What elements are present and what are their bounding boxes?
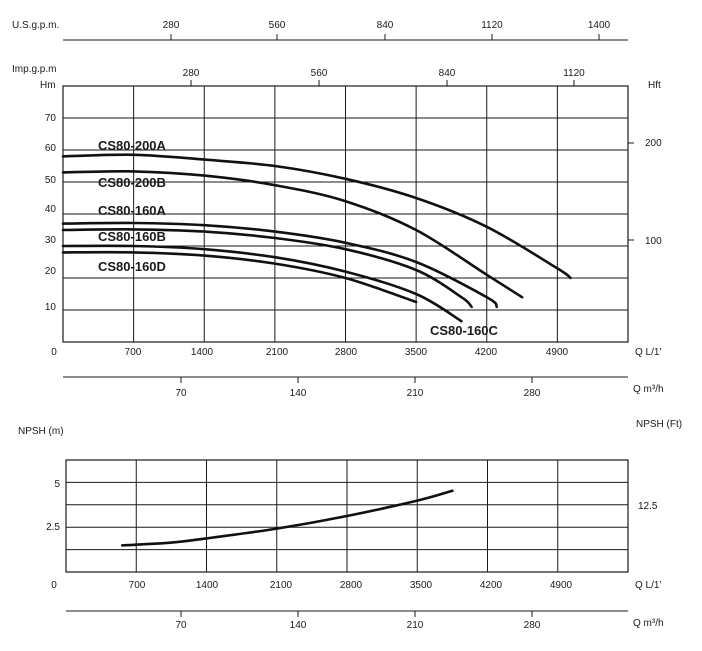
npsh-x-tick: 2800 (340, 580, 363, 591)
head-y-tick: 30 (45, 235, 57, 246)
series-label-cs80-160c: CS80-160C (430, 323, 499, 338)
series-line-cs80-200b (61, 169, 524, 299)
npsh-x-tick: 2100 (270, 580, 293, 591)
usgpm-tick: 1400 (588, 20, 611, 31)
series-label-cs80-160b: CS80-160B (98, 229, 166, 244)
impgpm-axis-label: Imp.g.p.m (12, 64, 56, 75)
npsh-right-axis-label: NPSH (Ft) (636, 419, 682, 430)
npsh-m3h-tick: 70 (175, 620, 187, 631)
head-x-tick: 3500 (405, 347, 428, 358)
impgpm-tick: 560 (311, 68, 328, 79)
head-x-tick: 2800 (335, 347, 358, 358)
head-x-axis-label: Q L/1' (635, 347, 661, 358)
head-y-axis-label: Hm (40, 80, 56, 91)
usgpm-tick: 1120 (481, 20, 503, 31)
head-x-tick: 4900 (546, 347, 569, 358)
npsh-y-axis-label: NPSH (m) (18, 426, 64, 437)
head-y-tick: 10 (45, 302, 57, 313)
head-y-tick: 70 (45, 113, 57, 124)
head-m3h-tick: 280 (524, 388, 541, 399)
impgpm-tick: 280 (183, 68, 200, 79)
npsh-y-tick: 5 (54, 479, 60, 490)
head-y-tick: 50 (45, 175, 57, 186)
impgpm-tick: 840 (439, 68, 456, 79)
npsh-grid (66, 460, 628, 572)
npsh-x-tick: 4900 (550, 580, 573, 591)
head-x-tick: 1400 (191, 347, 214, 358)
npsh-x-tick: 3500 (410, 580, 433, 591)
head-curves (61, 153, 572, 323)
npsh-m3h-tick: 210 (407, 620, 424, 631)
usgpm-axis-label: U.S.g.p.m. (12, 20, 59, 31)
head-y-tick: 20 (45, 266, 57, 277)
npsh-curves (120, 489, 454, 547)
head-x-tick: 2100 (266, 347, 289, 358)
impgpm-tick: 1120 (563, 68, 585, 79)
head-m3h-axis-label: Q m³/h (633, 384, 664, 395)
npsh-x-tick: 4200 (480, 580, 503, 591)
head-x-tick: 0 (51, 347, 57, 358)
series-line-cs80-160c (61, 244, 463, 323)
head-m3h-tick: 70 (175, 388, 187, 399)
head-right-axis-label: Hft (648, 80, 661, 91)
npsh-chart: NPSH (m) NPSH (Ft) 5 2.5 12.5 0 700 1400… (18, 419, 682, 631)
head-m3h-tick: 140 (290, 388, 307, 399)
series-label-cs80-160a: CS80-160A (98, 203, 167, 218)
npsh-x-tick: 700 (129, 580, 146, 591)
series-line-cs80-160d (61, 250, 418, 304)
npsh-series-line (120, 489, 454, 547)
usgpm-tick: 280 (163, 20, 180, 31)
series-line-cs80-160a (61, 221, 499, 309)
head-chart: Hm Hft 70 60 50 40 30 20 10 200 100 0 70… (40, 80, 664, 399)
series-label-cs80-160d: CS80-160D (98, 259, 166, 274)
npsh-x-tick: 1400 (196, 580, 219, 591)
usgpm-tick: 560 (269, 20, 286, 31)
head-x-tick: 700 (125, 347, 142, 358)
usgpm-tick: 840 (377, 20, 394, 31)
head-y-tick: 60 (45, 143, 57, 154)
npsh-m3h-axis-label: Q m³/h (633, 618, 664, 629)
head-x-tick: 4200 (475, 347, 498, 358)
series-line-cs80-160b (61, 228, 473, 309)
npsh-m3h-tick: 140 (290, 620, 307, 631)
npsh-x-tick: 0 (51, 580, 57, 591)
npsh-x-axis-label: Q L/1' (635, 580, 661, 591)
series-label-cs80-200a: CS80-200A (98, 138, 167, 153)
npsh-ft-tick: 12.5 (638, 501, 658, 512)
npsh-m3h-tick: 280 (524, 620, 541, 631)
hft-tick: 200 (645, 138, 662, 149)
usgpm-axis: U.S.g.p.m. 280 560 840 1120 1400 (12, 20, 628, 41)
series-label-cs80-200b: CS80-200B (98, 175, 166, 190)
hft-tick: 100 (645, 236, 662, 247)
head-m3h-tick: 210 (407, 388, 424, 399)
head-y-tick: 40 (45, 204, 57, 215)
impgpm-axis: Imp.g.p.m 280 560 840 1120 (12, 64, 585, 86)
series-line-cs80-200a (61, 153, 572, 280)
npsh-y-tick: 2.5 (46, 522, 60, 533)
